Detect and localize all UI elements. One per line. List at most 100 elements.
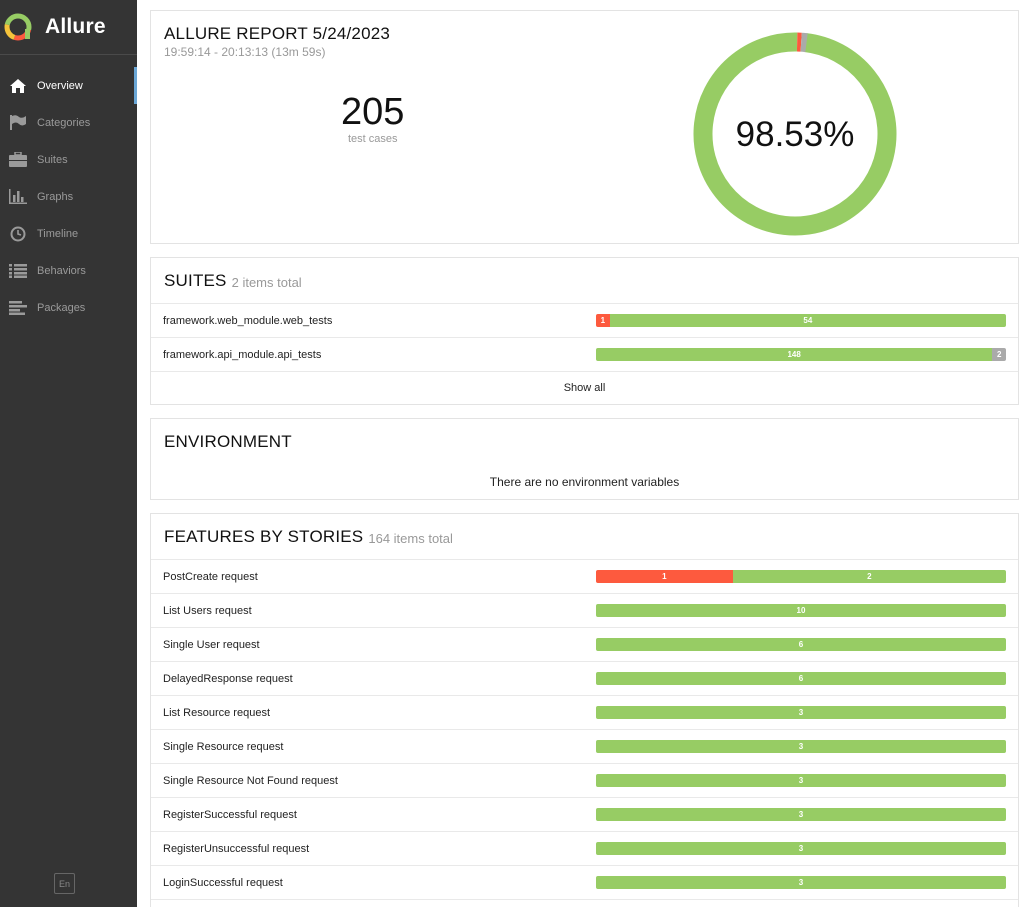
flag-icon [8, 114, 27, 131]
item-name: Single User request [163, 638, 260, 651]
passed-segment[interactable]: 3 [596, 740, 1006, 753]
environment-header: ENVIRONMENT [151, 419, 1018, 465]
report-title: ALLURE REPORT 5/24/2023 [164, 24, 391, 43]
sidebar: Allure Overview Categories Suites Graphs [0, 0, 137, 907]
list-item[interactable]: DelayedResponse request 6 [151, 662, 1018, 696]
passed-segment[interactable]: 6 [596, 638, 1006, 651]
sidebar-item-timeline[interactable]: Timeline [0, 215, 137, 252]
main-content: ALLURE REPORT 5/24/2023 19:59:14 - 20:13… [137, 0, 1029, 907]
sidebar-item-packages[interactable]: Packages [0, 289, 137, 326]
status-bar: 3 [596, 706, 1006, 719]
item-name: LoginSuccessful request [163, 876, 283, 889]
list-item[interactable]: List Users request 10 [151, 594, 1018, 628]
status-bar: 3 [596, 842, 1006, 855]
features-count: 164 items total [368, 530, 453, 546]
passed-segment[interactable]: 3 [596, 706, 1006, 719]
show-all-link[interactable]: Show all [563, 382, 606, 394]
item-name: List Users request [163, 604, 252, 617]
allure-logo-icon [4, 13, 32, 41]
test-case-count-label: test cases [348, 133, 398, 145]
passed-segment[interactable]: 3 [596, 876, 1006, 889]
features-title: FEATURES BY STORIES [164, 526, 364, 546]
sidebar-item-label: Packages [37, 301, 86, 314]
status-bar: 3 [596, 808, 1006, 821]
passed-segment[interactable]: 148 [596, 348, 993, 361]
passed-segment[interactable]: 3 [596, 808, 1006, 821]
status-bar: 148 2 [596, 348, 1006, 361]
item-name: List Resource request [163, 706, 270, 719]
item-name: Single Resource request [163, 740, 284, 753]
sidebar-item-suites[interactable]: Suites [0, 141, 137, 178]
language-switcher[interactable]: En [54, 873, 75, 894]
clock-icon [8, 225, 27, 242]
list-item[interactable]: RegisterSuccessful request 3 [151, 798, 1018, 832]
status-bar: 6 [596, 672, 1006, 685]
item-name: DelayedResponse request [163, 672, 293, 685]
suites-widget: SUITES 2 items total framework.web_modul… [150, 257, 1019, 405]
sidebar-item-overview[interactable]: Overview [0, 67, 137, 104]
brand[interactable]: Allure [0, 0, 137, 55]
environment-empty-message: There are no environment variables [489, 475, 680, 489]
passed-segment[interactable]: 3 [596, 842, 1006, 855]
report-time: 19:59:14 - 20:13:13 (13m 59s) [164, 45, 326, 59]
status-bar: 3 [596, 774, 1006, 787]
list-item[interactable]: RegisterUnsuccessful request 3 [151, 832, 1018, 866]
briefcase-icon [8, 151, 27, 168]
status-bar: 6 [596, 638, 1006, 651]
skipped-arc[interactable] [693, 32, 897, 236]
list-item[interactable]: framework.api_module.api_tests 148 2 [151, 338, 1018, 372]
list-item[interactable]: PostCreate request 1 2 [151, 560, 1018, 594]
list-item[interactable]: Single User request 6 [151, 628, 1018, 662]
summary-widget: ALLURE REPORT 5/24/2023 19:59:14 - 20:13… [150, 10, 1019, 244]
passed-segment[interactable]: 6 [596, 672, 1006, 685]
sidebar-item-label: Suites [37, 153, 68, 166]
sidebar-item-label: Timeline [37, 227, 79, 240]
environment-widget: ENVIRONMENT There are no environment var… [150, 418, 1019, 500]
suites-count: 2 items total [231, 274, 302, 290]
skipped-segment[interactable]: 2 [992, 348, 1006, 361]
sidebar-item-label: Categories [37, 116, 91, 129]
passed-segment[interactable]: 2 [732, 570, 1006, 583]
list-item[interactable]: framework.web_module.web_tests 1 54 [151, 304, 1018, 338]
environment-title: ENVIRONMENT [164, 432, 292, 451]
sidebar-item-categories[interactable]: Categories [0, 104, 137, 141]
status-bar: 3 [596, 740, 1006, 753]
features-widget: FEATURES BY STORIES 164 items total Post… [150, 513, 1019, 907]
status-bar: 3 [596, 876, 1006, 889]
list-icon [8, 262, 27, 279]
item-name: RegisterUnsuccessful request [163, 842, 310, 855]
sidebar-item-behaviors[interactable]: Behaviors [0, 252, 137, 289]
sidebar-item-label: Behaviors [37, 264, 86, 277]
home-icon [8, 77, 27, 94]
list-item[interactable]: LoginSuccessful request 3 [151, 866, 1018, 900]
success-rate-donut[interactable]: 98.53% [692, 31, 898, 237]
failed-segment[interactable]: 1 [596, 314, 610, 327]
list-item[interactable]: Single Resource Not Found request 3 [151, 764, 1018, 798]
test-case-count: 205 [341, 91, 405, 133]
sidebar-nav: Overview Categories Suites Graphs Timeli… [0, 67, 137, 326]
brand-name: Allure [45, 15, 106, 38]
suites-title: SUITES [164, 270, 227, 290]
passed-segment[interactable]: 10 [596, 604, 1006, 617]
status-bar: 1 54 [596, 314, 1006, 327]
sidebar-item-label: Graphs [37, 190, 74, 203]
item-name: PostCreate request [163, 570, 258, 583]
item-name: framework.api_module.api_tests [163, 348, 322, 361]
failed-segment[interactable]: 1 [596, 570, 733, 583]
status-bar: 10 [596, 604, 1006, 617]
bar-chart-icon [8, 188, 27, 205]
item-name: Single Resource Not Found request [163, 774, 338, 787]
align-left-icon [8, 299, 27, 316]
features-header: FEATURES BY STORIES 164 items total [151, 514, 1018, 560]
sidebar-item-label: Overview [37, 79, 83, 92]
passed-segment[interactable]: 3 [596, 774, 1006, 787]
list-item[interactable]: List Resource request 3 [151, 696, 1018, 730]
suites-header: SUITES 2 items total [151, 258, 1018, 304]
sidebar-item-graphs[interactable]: Graphs [0, 178, 137, 215]
list-item[interactable]: Single Resource request 3 [151, 730, 1018, 764]
item-name: RegisterSuccessful request [163, 808, 297, 821]
passed-segment[interactable]: 54 [609, 314, 1006, 327]
success-rate-text: 98.53% [736, 115, 855, 154]
item-name: framework.web_module.web_tests [163, 314, 333, 327]
